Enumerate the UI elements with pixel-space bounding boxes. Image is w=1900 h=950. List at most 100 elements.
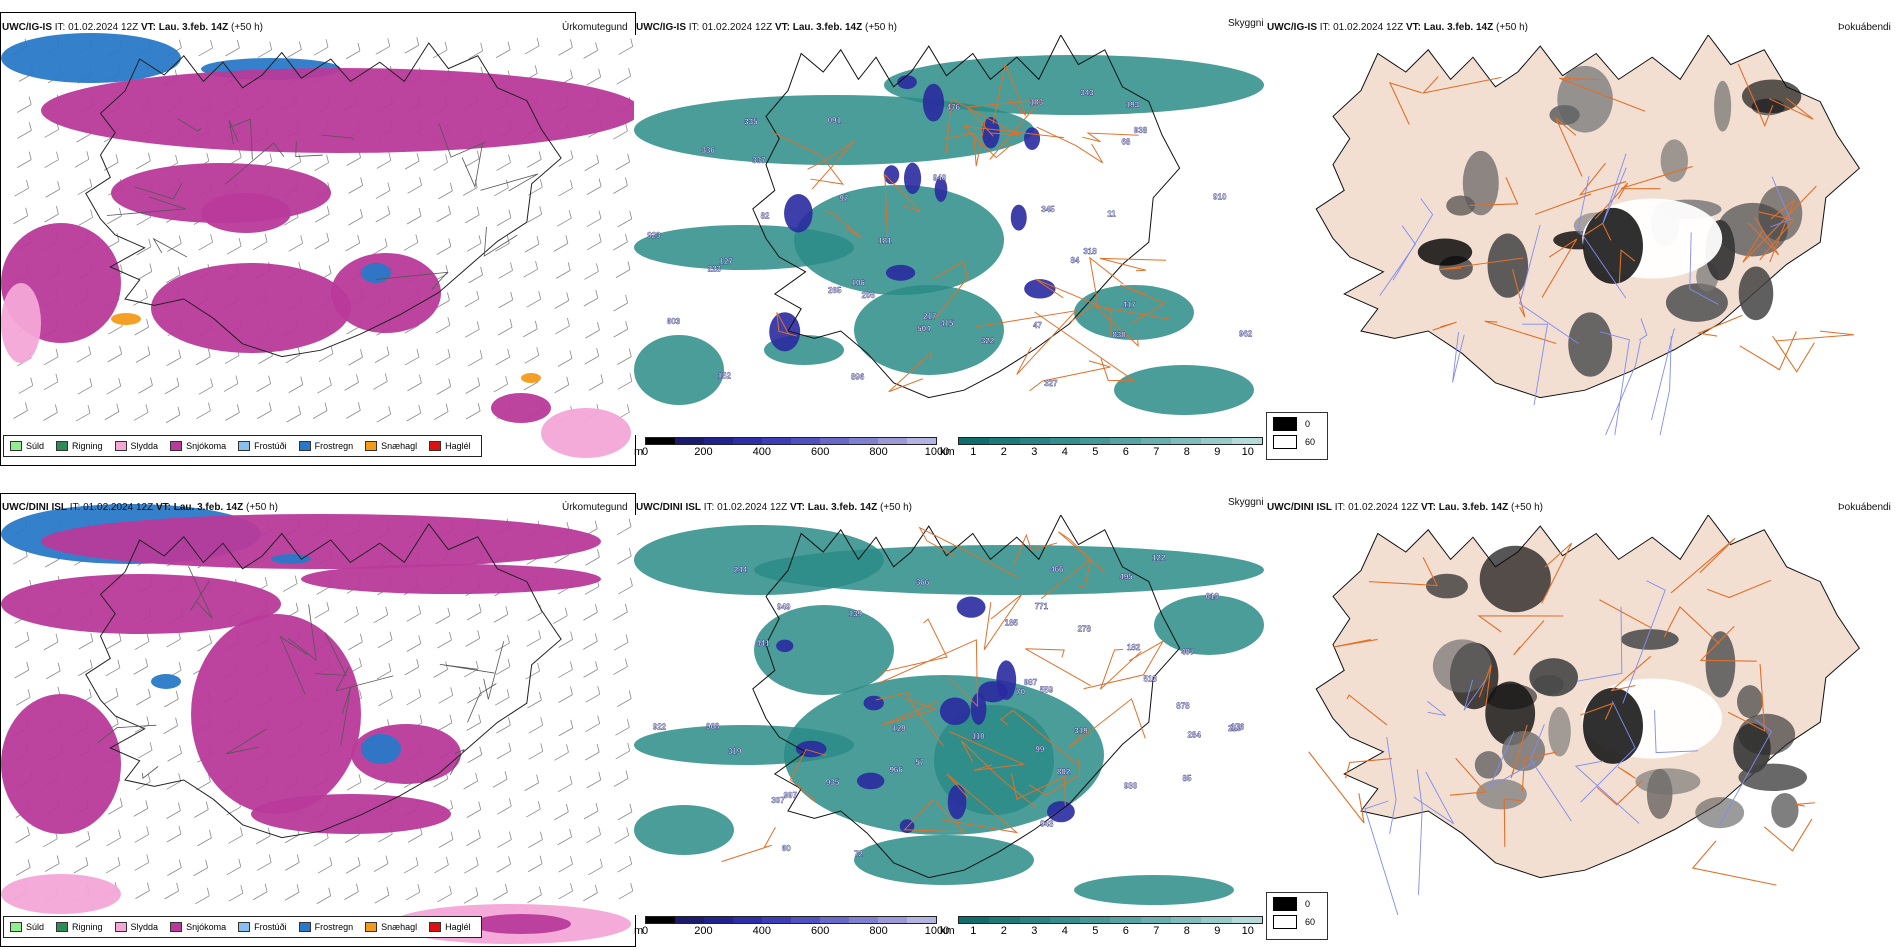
wind-barb bbox=[496, 742, 512, 760]
barb-flag bbox=[510, 291, 514, 300]
visibility-panel-bottom: 922 771 943 878 930 966 466 319 495 182 559 278 219 4… bbox=[634, 515, 1265, 915]
wind-barb bbox=[463, 887, 479, 904]
barb-shaft bbox=[17, 130, 32, 139]
barb-flag bbox=[507, 717, 511, 726]
barb-shaft bbox=[613, 185, 628, 194]
barb-shaft bbox=[613, 641, 629, 651]
vt-label: VT: bbox=[774, 22, 790, 33]
barb-shaft bbox=[375, 190, 391, 199]
visibility-value-label: 343 bbox=[1080, 89, 1094, 98]
barb-flag bbox=[326, 232, 330, 242]
legend-swatch bbox=[114, 441, 127, 451]
lead-time: (+50 h) bbox=[1496, 22, 1528, 33]
wind-barb bbox=[136, 688, 151, 706]
barb-flag bbox=[177, 266, 181, 275]
barb-shaft bbox=[318, 353, 334, 363]
visibility-value-label: 949 bbox=[777, 603, 791, 612]
barb-flag bbox=[205, 859, 209, 868]
river-line bbox=[1580, 701, 1636, 803]
road-line bbox=[1000, 709, 1076, 763]
barb-flag bbox=[57, 686, 61, 695]
barb-shaft bbox=[557, 358, 573, 367]
wind-barb bbox=[498, 262, 513, 279]
it-label: IT: bbox=[1319, 22, 1331, 33]
wind-barb bbox=[494, 179, 509, 197]
barb-flag bbox=[570, 661, 573, 670]
road-line bbox=[97, 724, 157, 744]
barb-flag bbox=[88, 346, 92, 355]
barb-flag bbox=[178, 349, 182, 358]
barb-shaft bbox=[554, 811, 569, 821]
wind-barb bbox=[615, 261, 631, 278]
wind-barb bbox=[225, 404, 240, 421]
barb-flag bbox=[386, 886, 390, 896]
coastline bbox=[752, 515, 1181, 879]
wind-barb bbox=[614, 827, 630, 844]
barb-flag bbox=[324, 402, 328, 411]
wind-barb bbox=[18, 377, 34, 394]
river-line bbox=[1622, 580, 1666, 704]
road-line bbox=[483, 226, 518, 257]
wind-barb bbox=[43, 373, 59, 391]
vt-label: VT: bbox=[140, 22, 156, 33]
barb-flag bbox=[390, 689, 393, 699]
barb-shaft bbox=[617, 555, 632, 565]
wind-barb bbox=[256, 827, 271, 845]
barb-shaft bbox=[495, 243, 510, 252]
wind-barb bbox=[498, 291, 514, 309]
visibility-area bbox=[634, 335, 724, 405]
colorbar-unit-m: m bbox=[634, 446, 644, 458]
wind-barb bbox=[137, 742, 153, 759]
barb-flag bbox=[475, 857, 479, 866]
barb-shaft bbox=[164, 698, 179, 708]
barb-shaft bbox=[105, 667, 121, 677]
barb-flag bbox=[90, 633, 94, 642]
colorbar-cell bbox=[1019, 438, 1050, 444]
barb-flag bbox=[330, 345, 334, 354]
barb-shaft bbox=[16, 159, 32, 168]
fog-index-patch bbox=[1487, 233, 1529, 298]
visibility-value-label: 336 bbox=[701, 146, 715, 155]
road-line bbox=[438, 122, 486, 158]
legend-swatch bbox=[10, 922, 22, 932]
barb-flag bbox=[475, 772, 478, 782]
barb-shaft bbox=[406, 643, 421, 652]
colorbar-cell bbox=[1110, 917, 1141, 923]
visibility-value-label: 441 bbox=[756, 639, 770, 648]
barb-shaft bbox=[437, 893, 452, 903]
barb-flag bbox=[630, 577, 633, 587]
barb-flag bbox=[388, 152, 392, 161]
barb-flag bbox=[570, 69, 573, 78]
barb-flag bbox=[478, 829, 481, 838]
barb-shaft bbox=[226, 245, 242, 255]
barb-shaft bbox=[373, 381, 388, 390]
colorbar-cell bbox=[1049, 438, 1081, 444]
barb-shaft bbox=[256, 383, 271, 392]
colorbar-tick-label: 0 bbox=[641, 925, 649, 937]
barb-shaft bbox=[586, 76, 601, 86]
wind-barb bbox=[404, 37, 420, 54]
wind-barb bbox=[14, 631, 30, 649]
legend-item: Slydda bbox=[114, 441, 158, 451]
barb-shaft bbox=[134, 326, 149, 336]
barb-flag bbox=[267, 827, 271, 836]
wind-barb bbox=[583, 884, 598, 902]
barb-shaft bbox=[103, 162, 119, 171]
barb-shaft bbox=[523, 328, 538, 338]
wind-barb bbox=[286, 153, 302, 171]
visibility-value-label: 417 bbox=[1122, 301, 1136, 310]
visibility-value-label: 183 bbox=[1030, 98, 1044, 107]
wind-barb bbox=[527, 886, 542, 904]
road-line bbox=[228, 118, 253, 160]
barb-shaft bbox=[44, 558, 60, 568]
visibility-panel-top: 335 265 217 206 938 504 091 327 336 345 183 318 603 3… bbox=[634, 35, 1265, 435]
barb-shaft bbox=[526, 808, 541, 818]
visibility-value-label: 70 bbox=[1016, 688, 1025, 697]
fog-index-patch bbox=[1738, 713, 1796, 756]
barb-flag bbox=[598, 771, 602, 780]
barb-flag bbox=[507, 348, 510, 358]
wind-barb bbox=[163, 717, 178, 734]
precip-type-panel-bottom: Súld Rigning Slydda Snjókoma Frostúði Frostre… bbox=[0, 493, 636, 947]
wind-barb bbox=[133, 800, 149, 817]
barb-flag bbox=[56, 855, 60, 864]
